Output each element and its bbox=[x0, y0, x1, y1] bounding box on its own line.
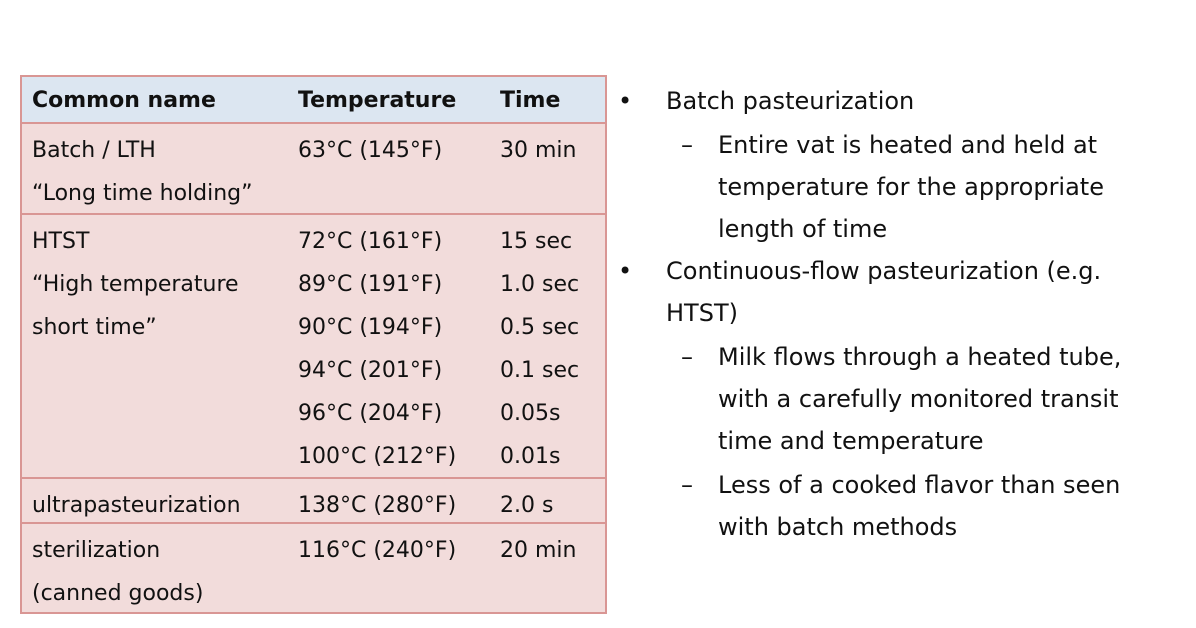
name-line: Batch / LTH bbox=[32, 138, 156, 163]
temperature: 138°C (280°F) bbox=[298, 493, 457, 518]
name-cell: Batch / LTH “Long time holding” bbox=[32, 129, 287, 215]
table-row: Batch / LTH “Long time holding” 63°C (145°… bbox=[22, 122, 605, 213]
header-row: Common name Temperature Time bbox=[22, 77, 605, 122]
table-row: ultrapasteurization 138°C (280°F) 2.0 s bbox=[22, 477, 605, 522]
table-row: HTST “High temperature short time” 72°C (1… bbox=[22, 213, 605, 477]
name-cell: HTST “High temperature short time” bbox=[32, 220, 287, 349]
name-line: ultrapasteurization bbox=[32, 493, 241, 518]
temperature: 89°C (191°F) bbox=[298, 272, 443, 297]
sub-bullet: Entire vat is heated and held at tempera… bbox=[615, 124, 1158, 250]
bullet: Batch pasteurization bbox=[615, 80, 1146, 122]
name-line: sterilization bbox=[32, 538, 161, 563]
table: Common name Temperature Time Batch / LTH “Lo… bbox=[20, 75, 607, 614]
time-cell: 15 sec 1.0 sec 0.5 sec 0.1 sec 0.05s 0.01s bbox=[500, 220, 600, 478]
temperature: 96°C (204°F) bbox=[298, 401, 443, 426]
time: 20 min bbox=[500, 538, 577, 563]
header-cell: Common name bbox=[32, 88, 216, 113]
time: 0.1 sec bbox=[500, 358, 580, 383]
name-cell: ultrapasteurization bbox=[32, 484, 287, 527]
bullet: Continuous-flow pasteurization (e.g. HTS… bbox=[615, 250, 1146, 334]
name-cell: sterilization (canned goods) bbox=[32, 529, 287, 615]
temperature: 63°C (145°F) bbox=[298, 138, 443, 163]
temperature: 90°C (194°F) bbox=[298, 315, 443, 340]
sub-bullet: Milk flows through a heated tube, with a… bbox=[615, 336, 1158, 462]
name-line: “Long time holding” bbox=[32, 181, 253, 206]
time-cell: 20 min bbox=[500, 529, 600, 572]
bullet-list: Batch pasteurizationEntire vat is heated… bbox=[615, 80, 1175, 548]
time: 0.05s bbox=[500, 401, 561, 426]
header-cell: Time bbox=[500, 88, 561, 113]
time: 0.5 sec bbox=[500, 315, 580, 340]
temperature: 116°C (240°F) bbox=[298, 538, 457, 563]
temperature: 94°C (201°F) bbox=[298, 358, 443, 383]
time: 1.0 sec bbox=[500, 272, 580, 297]
time: 0.01s bbox=[500, 444, 561, 469]
sub-bullet: Less of a cooked flavor than seen with b… bbox=[615, 464, 1158, 548]
temperature-cell: 63°C (145°F) bbox=[298, 129, 498, 172]
name-line: (canned goods) bbox=[32, 581, 204, 606]
temperature-cell: 138°C (280°F) bbox=[298, 484, 498, 527]
time-cell: 30 min bbox=[500, 129, 600, 172]
time: 30 min bbox=[500, 138, 577, 163]
name-line: HTST bbox=[32, 229, 90, 254]
header-cell: Temperature bbox=[298, 88, 457, 113]
time: 2.0 s bbox=[500, 493, 554, 518]
temperature-cell: 72°C (161°F) 89°C (191°F) 90°C (194°F) 94°C… bbox=[298, 220, 498, 478]
temperature: 100°C (212°F) bbox=[298, 444, 457, 469]
time-cell: 2.0 s bbox=[500, 484, 600, 527]
name-line: “High temperature short time” bbox=[32, 272, 239, 340]
temperature: 72°C (161°F) bbox=[298, 229, 443, 254]
temperature-cell: 116°C (240°F) bbox=[298, 529, 498, 572]
table-row: sterilization (canned goods) 116°C (240°F)… bbox=[22, 522, 605, 612]
time: 15 sec bbox=[500, 229, 573, 254]
